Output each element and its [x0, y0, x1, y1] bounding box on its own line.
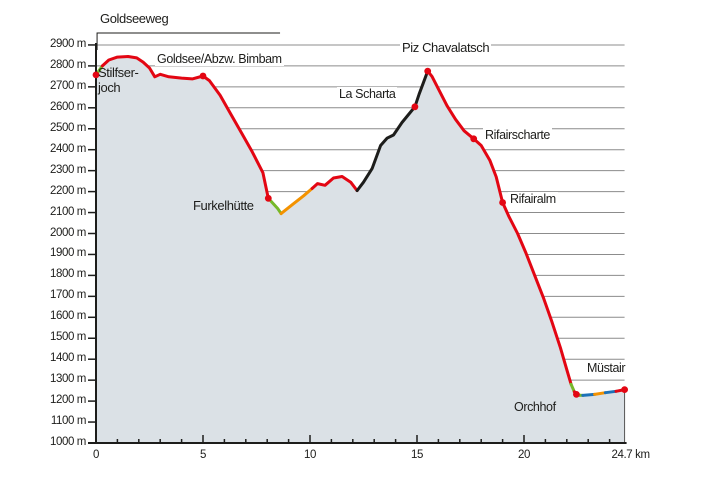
waypoint-dot [470, 135, 478, 143]
route-segment-red [426, 69, 573, 386]
waypoint-dot [573, 391, 580, 398]
route-segments [94, 55, 627, 397]
waypoint-dot [621, 386, 628, 393]
route-segment-blue [603, 389, 618, 395]
route-segment-black [355, 69, 430, 193]
route-segment-red [100, 55, 270, 200]
route-segment-green [266, 196, 283, 216]
waypoint-dot [424, 67, 432, 75]
waypoint-markers [92, 67, 628, 398]
waypoint-dot [499, 199, 506, 206]
waypoint-dot [199, 72, 207, 80]
axes [88, 42, 627, 444]
waypoint-dot [92, 71, 100, 79]
route-segment-orange [279, 187, 314, 216]
waypoint-dot [411, 103, 419, 111]
terrain-fill [96, 56, 625, 443]
waypoint-dot [264, 194, 272, 202]
goldseeweg-section-bracket [96, 32, 281, 50]
route-segment-blue [581, 392, 597, 397]
route-segment-red [310, 175, 359, 193]
route-segment-orange [593, 391, 607, 396]
